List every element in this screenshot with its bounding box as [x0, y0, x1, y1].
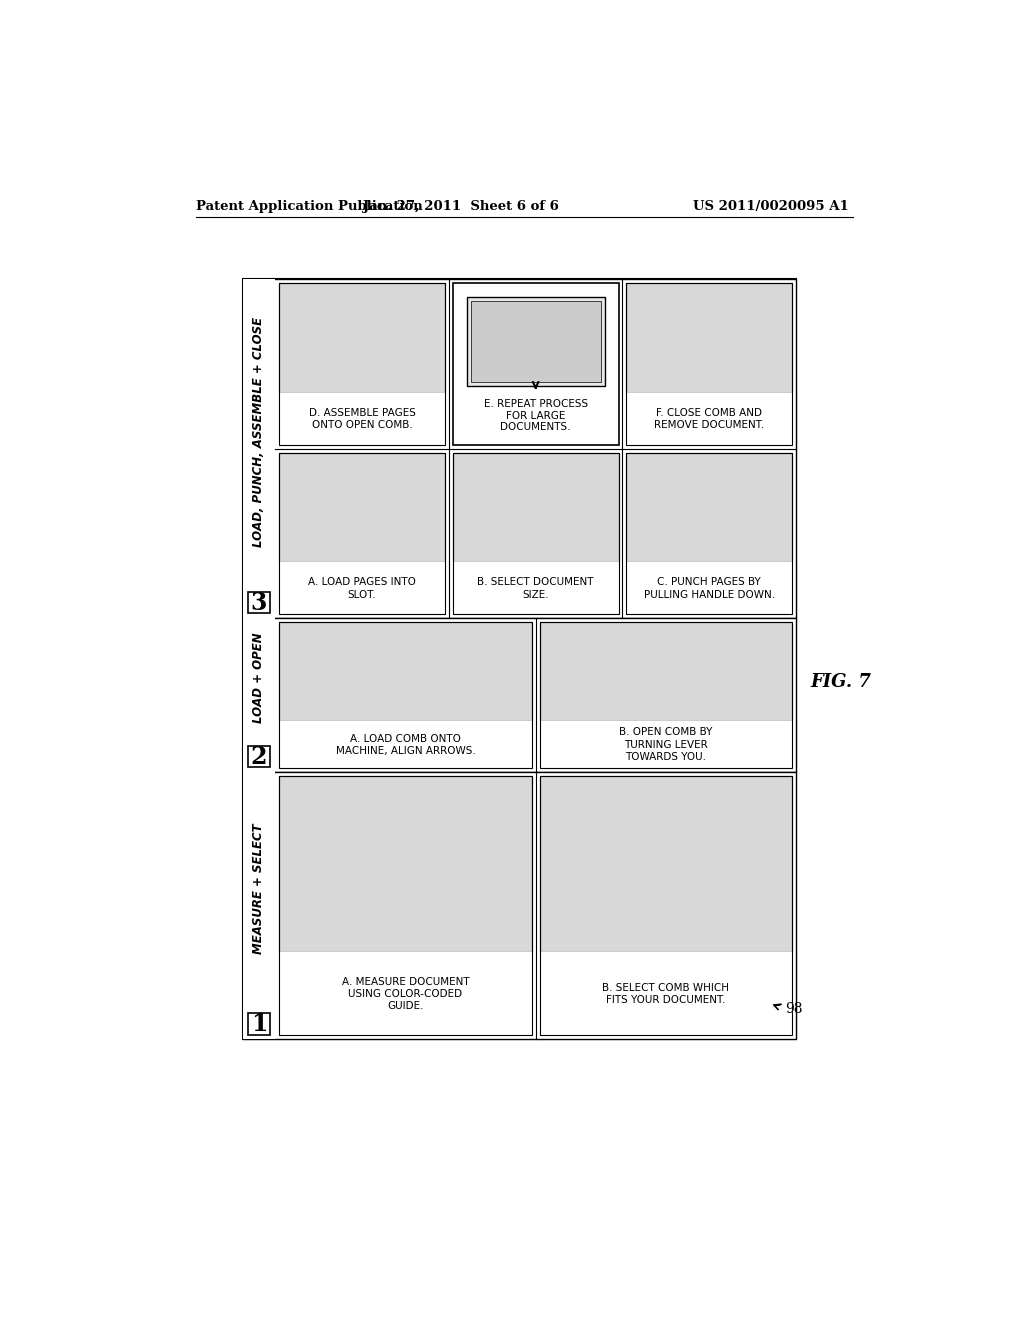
- Bar: [453, 453, 618, 614]
- Bar: [280, 953, 531, 1035]
- Bar: [280, 622, 531, 722]
- Text: 2: 2: [251, 744, 267, 768]
- Bar: [540, 622, 793, 722]
- Bar: [627, 562, 793, 614]
- Bar: [540, 953, 793, 1035]
- Text: B. SELECT DOCUMENT
SIZE.: B. SELECT DOCUMENT SIZE.: [477, 577, 594, 599]
- Text: LOAD, PUNCH, ASSEMBLE + CLOSE: LOAD, PUNCH, ASSEMBLE + CLOSE: [253, 317, 265, 546]
- Bar: [540, 622, 793, 768]
- Bar: [280, 453, 445, 614]
- Text: B. SELECT COMB WHICH
FITS YOUR DOCUMENT.: B. SELECT COMB WHICH FITS YOUR DOCUMENT.: [602, 982, 729, 1005]
- Text: A. MEASURE DOCUMENT
USING COLOR-CODED
GUIDE.: A. MEASURE DOCUMENT USING COLOR-CODED GU…: [342, 977, 469, 1011]
- Bar: [243, 280, 796, 618]
- Bar: [243, 280, 796, 1039]
- Text: A. LOAD COMB ONTO
MACHINE, ALIGN ARROWS.: A. LOAD COMB ONTO MACHINE, ALIGN ARROWS.: [336, 734, 475, 756]
- Bar: [280, 622, 531, 768]
- Bar: [280, 722, 531, 768]
- Bar: [627, 284, 793, 445]
- Text: A. LOAD PAGES INTO
SLOT.: A. LOAD PAGES INTO SLOT.: [308, 577, 416, 599]
- Bar: [248, 746, 270, 767]
- Bar: [243, 618, 796, 772]
- Bar: [280, 453, 445, 562]
- Bar: [248, 591, 270, 614]
- Bar: [540, 776, 793, 1035]
- Bar: [471, 301, 601, 381]
- Bar: [248, 1014, 270, 1035]
- Bar: [453, 284, 618, 445]
- Bar: [280, 393, 445, 445]
- Bar: [627, 393, 793, 445]
- Bar: [540, 722, 793, 768]
- Bar: [453, 453, 618, 562]
- Bar: [280, 776, 531, 953]
- Text: B. OPEN COMB BY
TURNING LEVER
TOWARDS YOU.: B. OPEN COMB BY TURNING LEVER TOWARDS YO…: [620, 727, 713, 762]
- Bar: [280, 284, 445, 445]
- Bar: [243, 772, 275, 1039]
- Text: C. PUNCH PAGES BY
PULLING HANDLE DOWN.: C. PUNCH PAGES BY PULLING HANDLE DOWN.: [644, 577, 775, 599]
- Text: FIG. 7: FIG. 7: [811, 673, 871, 690]
- Text: US 2011/0020095 A1: US 2011/0020095 A1: [693, 199, 849, 213]
- Bar: [627, 453, 793, 562]
- Text: 98: 98: [785, 1002, 803, 1016]
- Text: D. ASSEMBLE PAGES
ONTO OPEN COMB.: D. ASSEMBLE PAGES ONTO OPEN COMB.: [308, 408, 416, 430]
- Text: MEASURE + SELECT: MEASURE + SELECT: [253, 824, 265, 954]
- Bar: [540, 776, 793, 953]
- Text: 3: 3: [251, 590, 267, 615]
- Bar: [243, 618, 275, 772]
- Bar: [243, 280, 275, 618]
- Bar: [280, 562, 445, 614]
- Bar: [627, 453, 793, 614]
- Bar: [467, 297, 604, 385]
- Text: F. CLOSE COMB AND
REMOVE DOCUMENT.: F. CLOSE COMB AND REMOVE DOCUMENT.: [654, 408, 764, 430]
- Text: 1: 1: [251, 1012, 267, 1036]
- Text: Jan. 27, 2011  Sheet 6 of 6: Jan. 27, 2011 Sheet 6 of 6: [364, 199, 559, 213]
- Text: Patent Application Publication: Patent Application Publication: [197, 199, 423, 213]
- Bar: [453, 562, 618, 614]
- Bar: [280, 284, 445, 393]
- Bar: [243, 772, 796, 1039]
- Bar: [627, 284, 793, 393]
- Bar: [280, 776, 531, 1035]
- Text: E. REPEAT PROCESS
FOR LARGE
DOCUMENTS.: E. REPEAT PROCESS FOR LARGE DOCUMENTS.: [483, 399, 588, 433]
- Text: LOAD + OPEN: LOAD + OPEN: [253, 632, 265, 723]
